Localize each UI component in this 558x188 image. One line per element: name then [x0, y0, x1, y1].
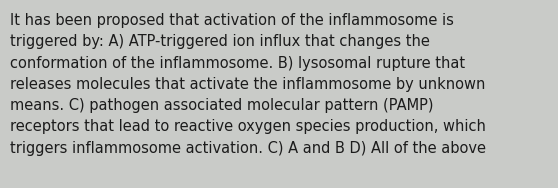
Text: It has been proposed that activation of the inflammosome is
triggered by: A) ATP: It has been proposed that activation of … — [10, 13, 486, 156]
